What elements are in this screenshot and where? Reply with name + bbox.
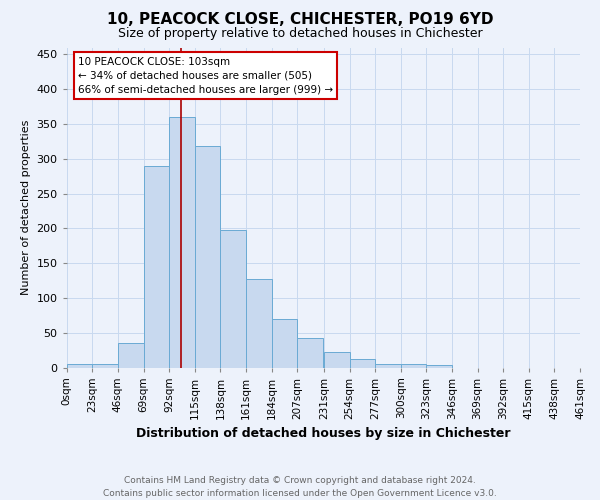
Bar <box>143 166 169 368</box>
Bar <box>272 319 297 368</box>
X-axis label: Distribution of detached houses by size in Chichester: Distribution of detached houses by size … <box>136 427 511 440</box>
Bar <box>67 364 92 368</box>
Bar <box>401 364 427 368</box>
Text: 10, PEACOCK CLOSE, CHICHESTER, PO19 6YD: 10, PEACOCK CLOSE, CHICHESTER, PO19 6YD <box>107 12 493 28</box>
Bar <box>324 352 350 368</box>
Bar <box>220 230 246 368</box>
Bar <box>350 359 375 368</box>
Bar <box>92 364 118 368</box>
Bar <box>195 146 220 368</box>
Bar <box>297 338 323 368</box>
Text: Size of property relative to detached houses in Chichester: Size of property relative to detached ho… <box>118 28 482 40</box>
Text: Contains HM Land Registry data © Crown copyright and database right 2024.
Contai: Contains HM Land Registry data © Crown c… <box>103 476 497 498</box>
Bar <box>169 117 195 368</box>
Bar <box>427 364 452 368</box>
Bar <box>375 364 401 368</box>
Bar <box>118 343 143 367</box>
Bar <box>246 279 272 368</box>
Y-axis label: Number of detached properties: Number of detached properties <box>21 120 31 295</box>
Text: 10 PEACOCK CLOSE: 103sqm
← 34% of detached houses are smaller (505)
66% of semi-: 10 PEACOCK CLOSE: 103sqm ← 34% of detach… <box>78 56 333 94</box>
